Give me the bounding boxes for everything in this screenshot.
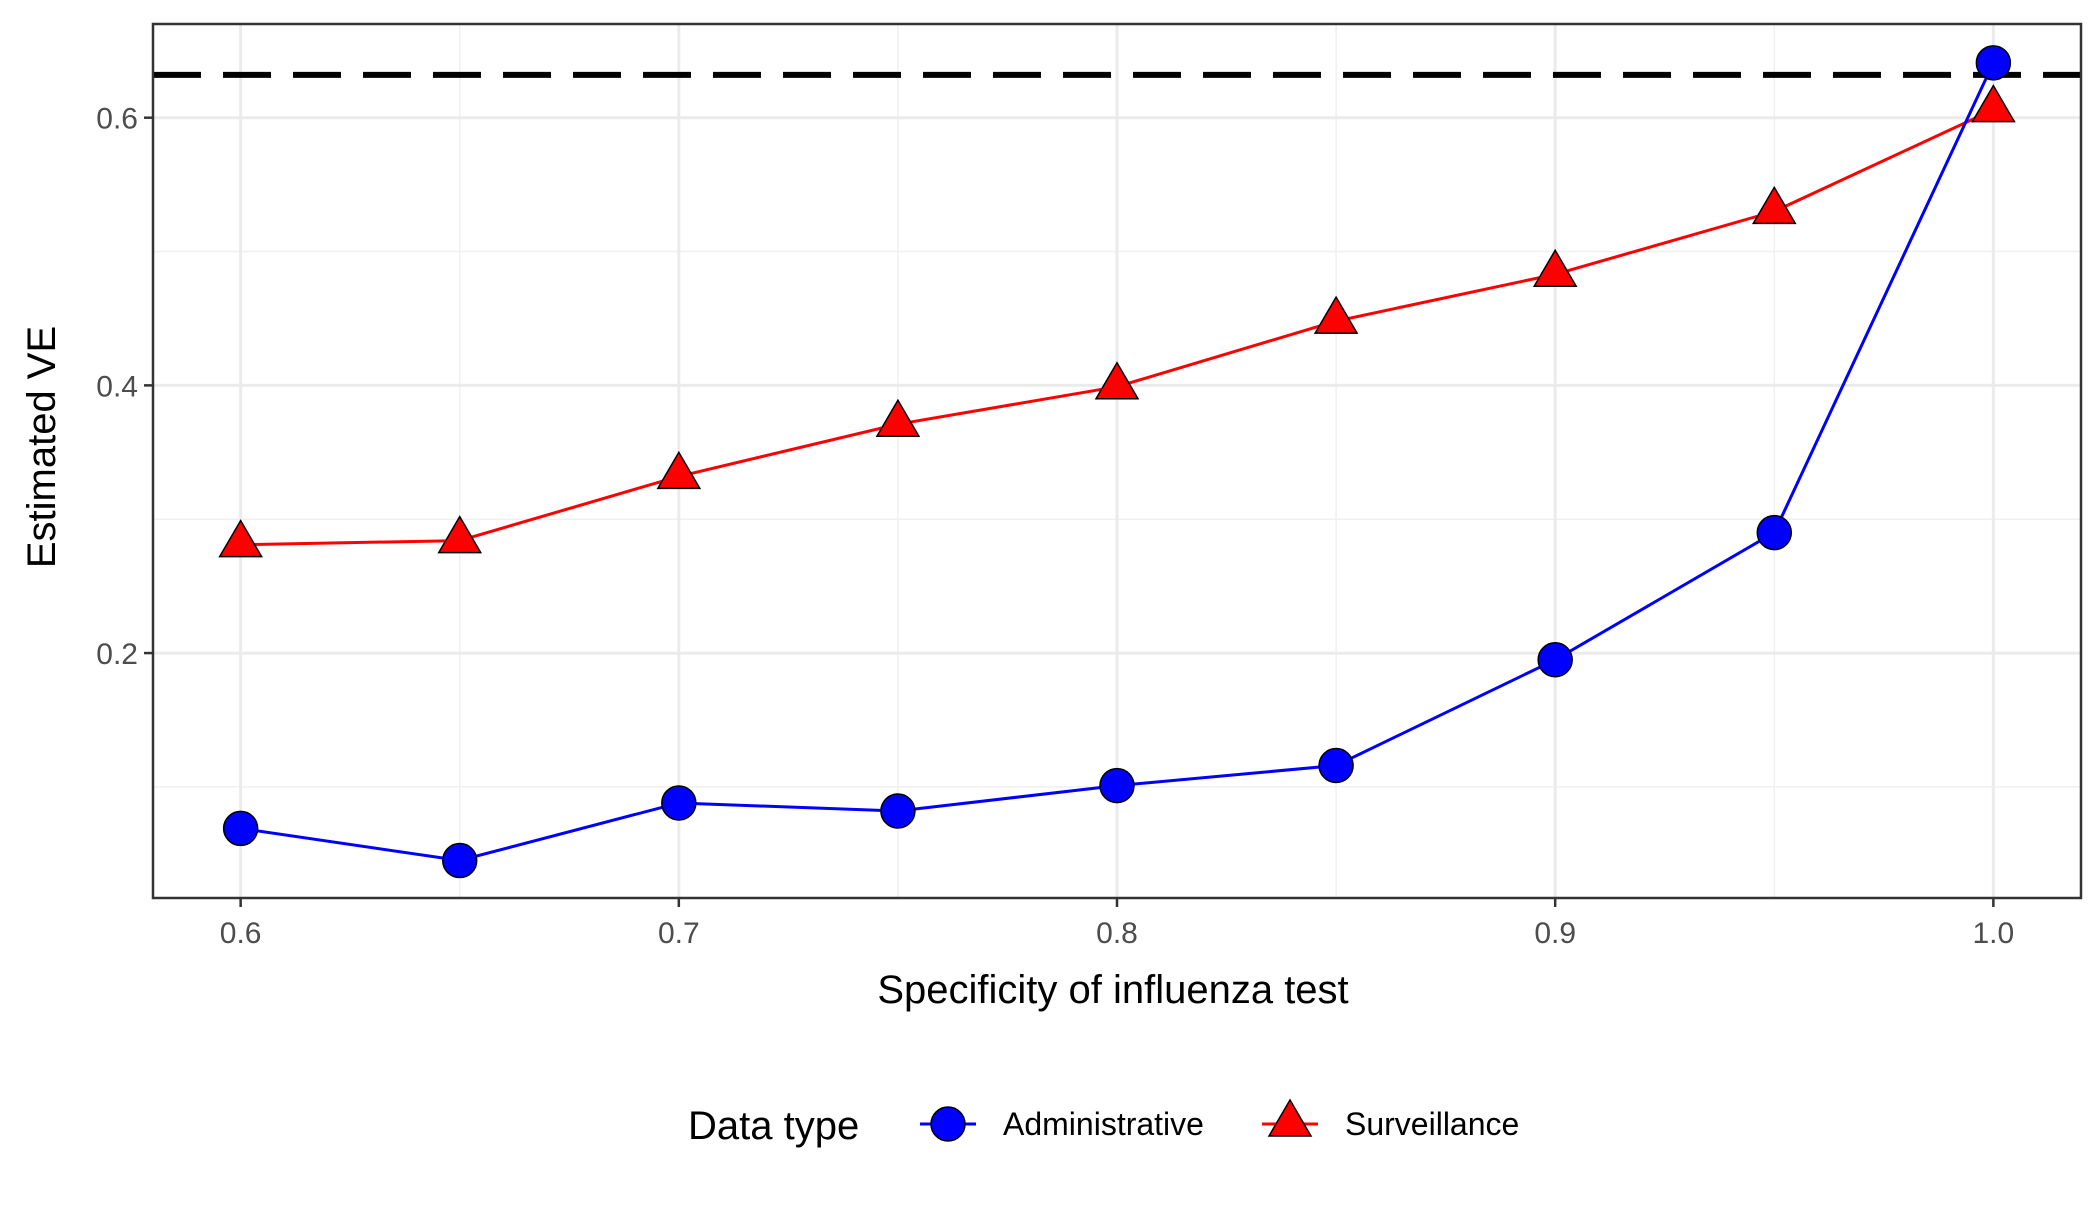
data-point-surveillance [1094,361,1140,400]
series-layer [218,45,2016,879]
data-point-surveillance [1751,185,1797,225]
data-point-administrative [1756,514,1793,551]
data-point-surveillance [1532,248,1578,288]
series-administrative [222,45,2012,879]
data-point-administrative [1318,747,1354,784]
x-tick-label: 1.0 [1973,917,2015,950]
data-point-surveillance [656,450,702,490]
data-point-administrative [661,785,697,821]
data-point-surveillance [437,515,483,554]
y-axis-title: Estimated VE [20,326,64,568]
x-axis-title: Specificity of influenza test [877,968,1348,1012]
series-surveillance [218,84,2016,558]
data-point-administrative [1099,767,1135,804]
data-point-administrative [222,810,259,847]
y-tick-label: 0.2 [96,638,138,671]
legend-key-circle-icon [930,1106,966,1142]
data-point-surveillance [1313,295,1359,334]
legend-label: Surveillance [1345,1106,1519,1142]
legend-item-surveillance: Surveillance [1262,1098,1519,1142]
data-point-administrative [1537,642,1573,678]
x-tick-label: 0.7 [658,917,700,950]
data-point-administrative [441,842,478,879]
data-point-administrative [880,793,916,829]
legend-label: Administrative [1003,1106,1204,1142]
axis-layer: 0.6 0.7 0.8 0.9 1.0 0.2 0.4 0.6 [96,103,2014,950]
y-tick-label: 0.4 [96,370,138,403]
legend-key-triangle-icon [1267,1098,1313,1137]
legend: Data type Administrative Surveillance [688,1098,1519,1148]
data-point-surveillance [218,519,263,558]
x-tick-label: 0.9 [1534,917,1576,950]
data-point-administrative [1975,45,2012,81]
x-tick-label: 0.8 [1096,917,1138,950]
legend-items: Administrative Surveillance [920,1098,1519,1142]
legend-item-administrative: Administrative [920,1106,1204,1142]
data-point-surveillance [875,398,921,437]
legend-title: Data type [688,1104,859,1148]
x-tick-label: 0.6 [220,917,262,950]
data-point-surveillance [1971,84,2016,123]
y-tick-label: 0.6 [96,103,138,136]
